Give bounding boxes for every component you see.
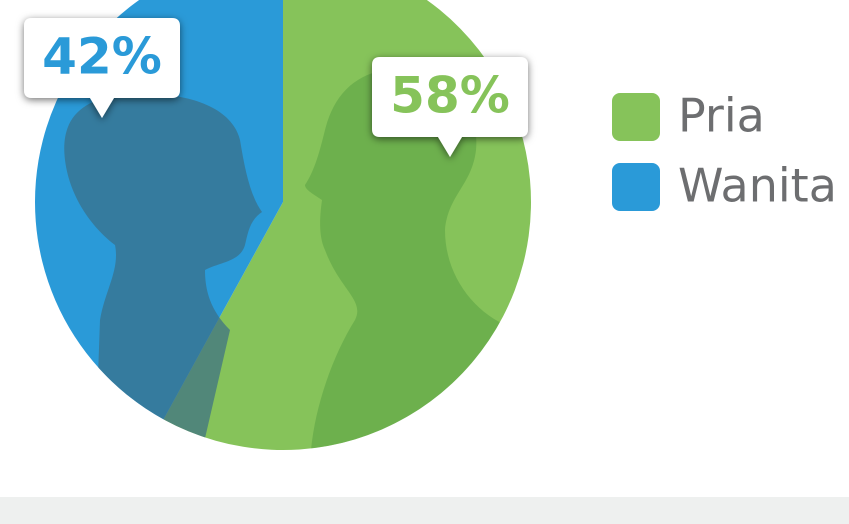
- legend-swatch: [612, 93, 660, 141]
- legend: Pria Wanita: [612, 89, 837, 213]
- chart: 58% 42% Pria Wanita: [0, 0, 849, 524]
- data-label: 42%: [42, 28, 162, 86]
- legend-label: Wanita: [678, 159, 837, 213]
- page: 58%42% PriaWanita (() => { const data = …: [0, 0, 849, 524]
- footer-bar: [0, 497, 849, 524]
- legend-swatch: [612, 163, 660, 211]
- data-label: 58%: [390, 67, 510, 125]
- legend-label: Pria: [678, 89, 765, 143]
